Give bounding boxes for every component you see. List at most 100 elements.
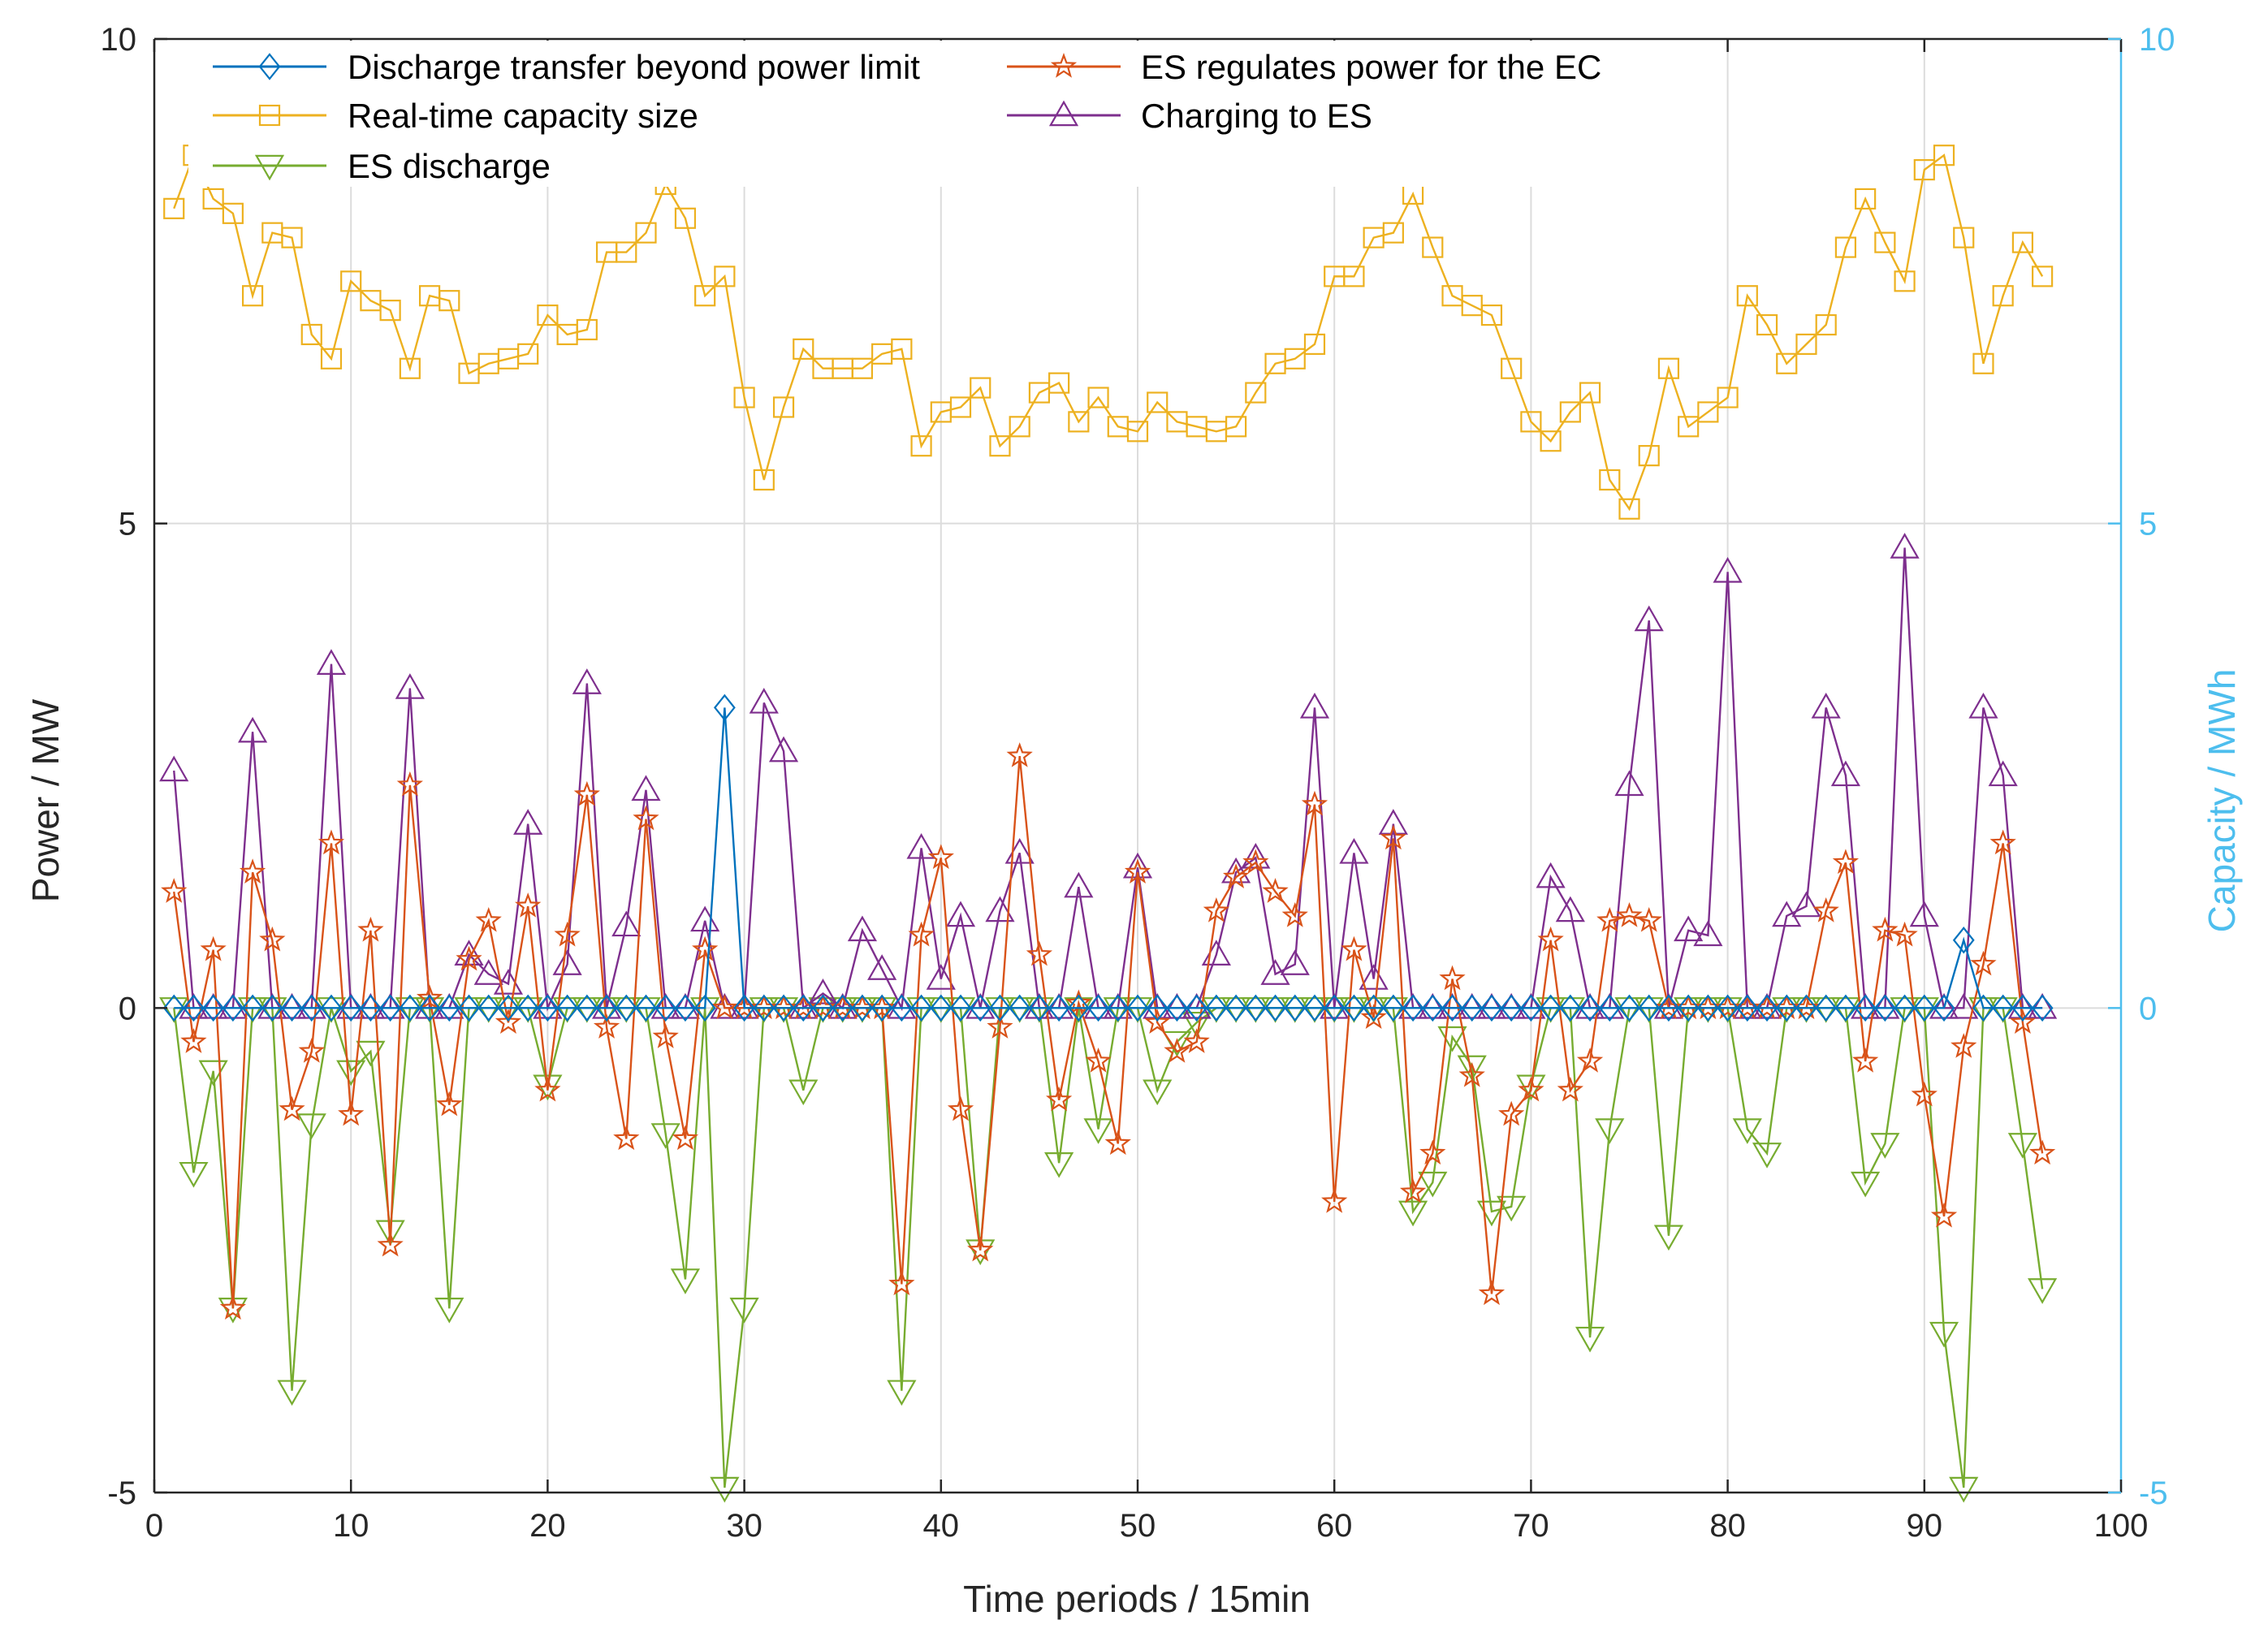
data-point <box>1439 965 1466 991</box>
data-point <box>768 736 799 763</box>
data-point <box>1299 997 1330 1023</box>
data-point <box>1044 1152 1074 1178</box>
data-point <box>183 994 205 1022</box>
data-point <box>159 997 189 1023</box>
data-point <box>847 915 878 942</box>
data-point <box>1303 994 1326 1022</box>
data-point <box>1894 270 1916 292</box>
data-point <box>694 285 716 307</box>
data-point <box>1834 236 1857 258</box>
data-point <box>1638 994 1661 1022</box>
data-point <box>1201 997 1231 1023</box>
data-point <box>1284 994 1307 1022</box>
data-point <box>613 1125 640 1151</box>
data-point <box>635 222 657 244</box>
data-point <box>1952 927 1975 954</box>
data-point <box>238 716 268 743</box>
legend-marker-star-icon <box>1050 53 1078 78</box>
series-group <box>159 145 2058 1503</box>
data-point <box>296 992 326 1019</box>
legend-label: Charging to ES <box>1141 97 1372 135</box>
data-point <box>1595 992 1625 1019</box>
data-point <box>729 992 759 1019</box>
data-point <box>1732 1118 1762 1144</box>
data-point <box>456 945 482 971</box>
data-point <box>218 992 248 1019</box>
data-point <box>1988 760 2018 787</box>
data-point <box>808 979 838 1004</box>
data-point <box>1717 994 1739 1022</box>
data-point <box>1536 997 1566 1023</box>
data-point <box>1791 891 1821 918</box>
data-point <box>1972 352 1994 374</box>
data-point <box>1540 430 1562 452</box>
legend-entry-charging-to-es: Charging to ES <box>1007 97 1372 135</box>
data-point <box>1402 994 1424 1022</box>
data-point <box>377 1231 404 1257</box>
data-point <box>1363 994 1385 1022</box>
data-point <box>396 771 423 797</box>
data-point <box>1418 992 1448 1019</box>
data-point <box>1048 994 1070 1022</box>
data-point <box>1476 992 1507 1019</box>
data-point <box>1855 188 1877 210</box>
data-point <box>1657 994 1680 1022</box>
data-point <box>320 348 343 369</box>
data-point <box>611 910 642 937</box>
data-point <box>1380 824 1406 850</box>
data-point <box>536 994 559 1022</box>
data-point <box>552 997 582 1023</box>
data-point <box>635 994 657 1022</box>
data-point <box>336 1060 366 1087</box>
data-point <box>616 241 637 263</box>
data-point <box>1164 1038 1190 1063</box>
data-point <box>1595 1118 1625 1144</box>
data-point <box>947 1095 974 1121</box>
data-point <box>966 992 996 1019</box>
data-point <box>436 1091 463 1117</box>
data-point <box>1280 997 1310 1023</box>
data-point <box>1736 285 1758 307</box>
data-point <box>1972 994 1994 1022</box>
data-point <box>1579 994 1601 1022</box>
data-point <box>1598 994 1621 1022</box>
data-point <box>2031 994 2054 1022</box>
y-tick-label: 10 <box>101 22 137 58</box>
data-point <box>1280 949 1310 975</box>
data-point <box>515 892 542 918</box>
data-point <box>222 994 244 1022</box>
data-point <box>1339 837 1369 864</box>
data-point <box>1618 994 1640 1022</box>
data-point <box>772 994 795 1022</box>
data-point <box>399 357 421 379</box>
data-point <box>161 878 188 903</box>
data-point <box>631 775 661 801</box>
data-point <box>1732 992 1762 1019</box>
data-point <box>1343 994 1365 1022</box>
data-point <box>1497 992 1527 1019</box>
data-point <box>1067 994 1090 1022</box>
y-tick-label: 0 <box>119 991 136 1026</box>
data-point <box>987 1013 1013 1039</box>
data-point <box>1103 992 1133 1019</box>
x-axis-label: Time periods / 15min <box>963 1578 1311 1620</box>
data-point <box>812 994 834 1022</box>
legend-marker-shape <box>258 53 281 80</box>
data-point <box>552 949 582 975</box>
data-point <box>1518 1076 1544 1102</box>
data-point <box>1870 1133 1900 1159</box>
data-point <box>650 1123 680 1149</box>
data-point <box>753 994 775 1022</box>
x-tick-label: 70 <box>1513 1508 1549 1544</box>
data-point <box>572 997 602 1023</box>
data-point <box>1147 391 1169 413</box>
data-point <box>1933 145 1955 166</box>
data-point <box>1320 992 1350 1019</box>
data-point <box>159 755 189 782</box>
legend-marker-diamond-icon <box>258 53 281 80</box>
data-point <box>1696 994 1719 1022</box>
data-point <box>1323 994 1346 1022</box>
data-point <box>1461 994 1484 1022</box>
data-point <box>1929 1321 1959 1348</box>
data-point <box>473 997 503 1023</box>
